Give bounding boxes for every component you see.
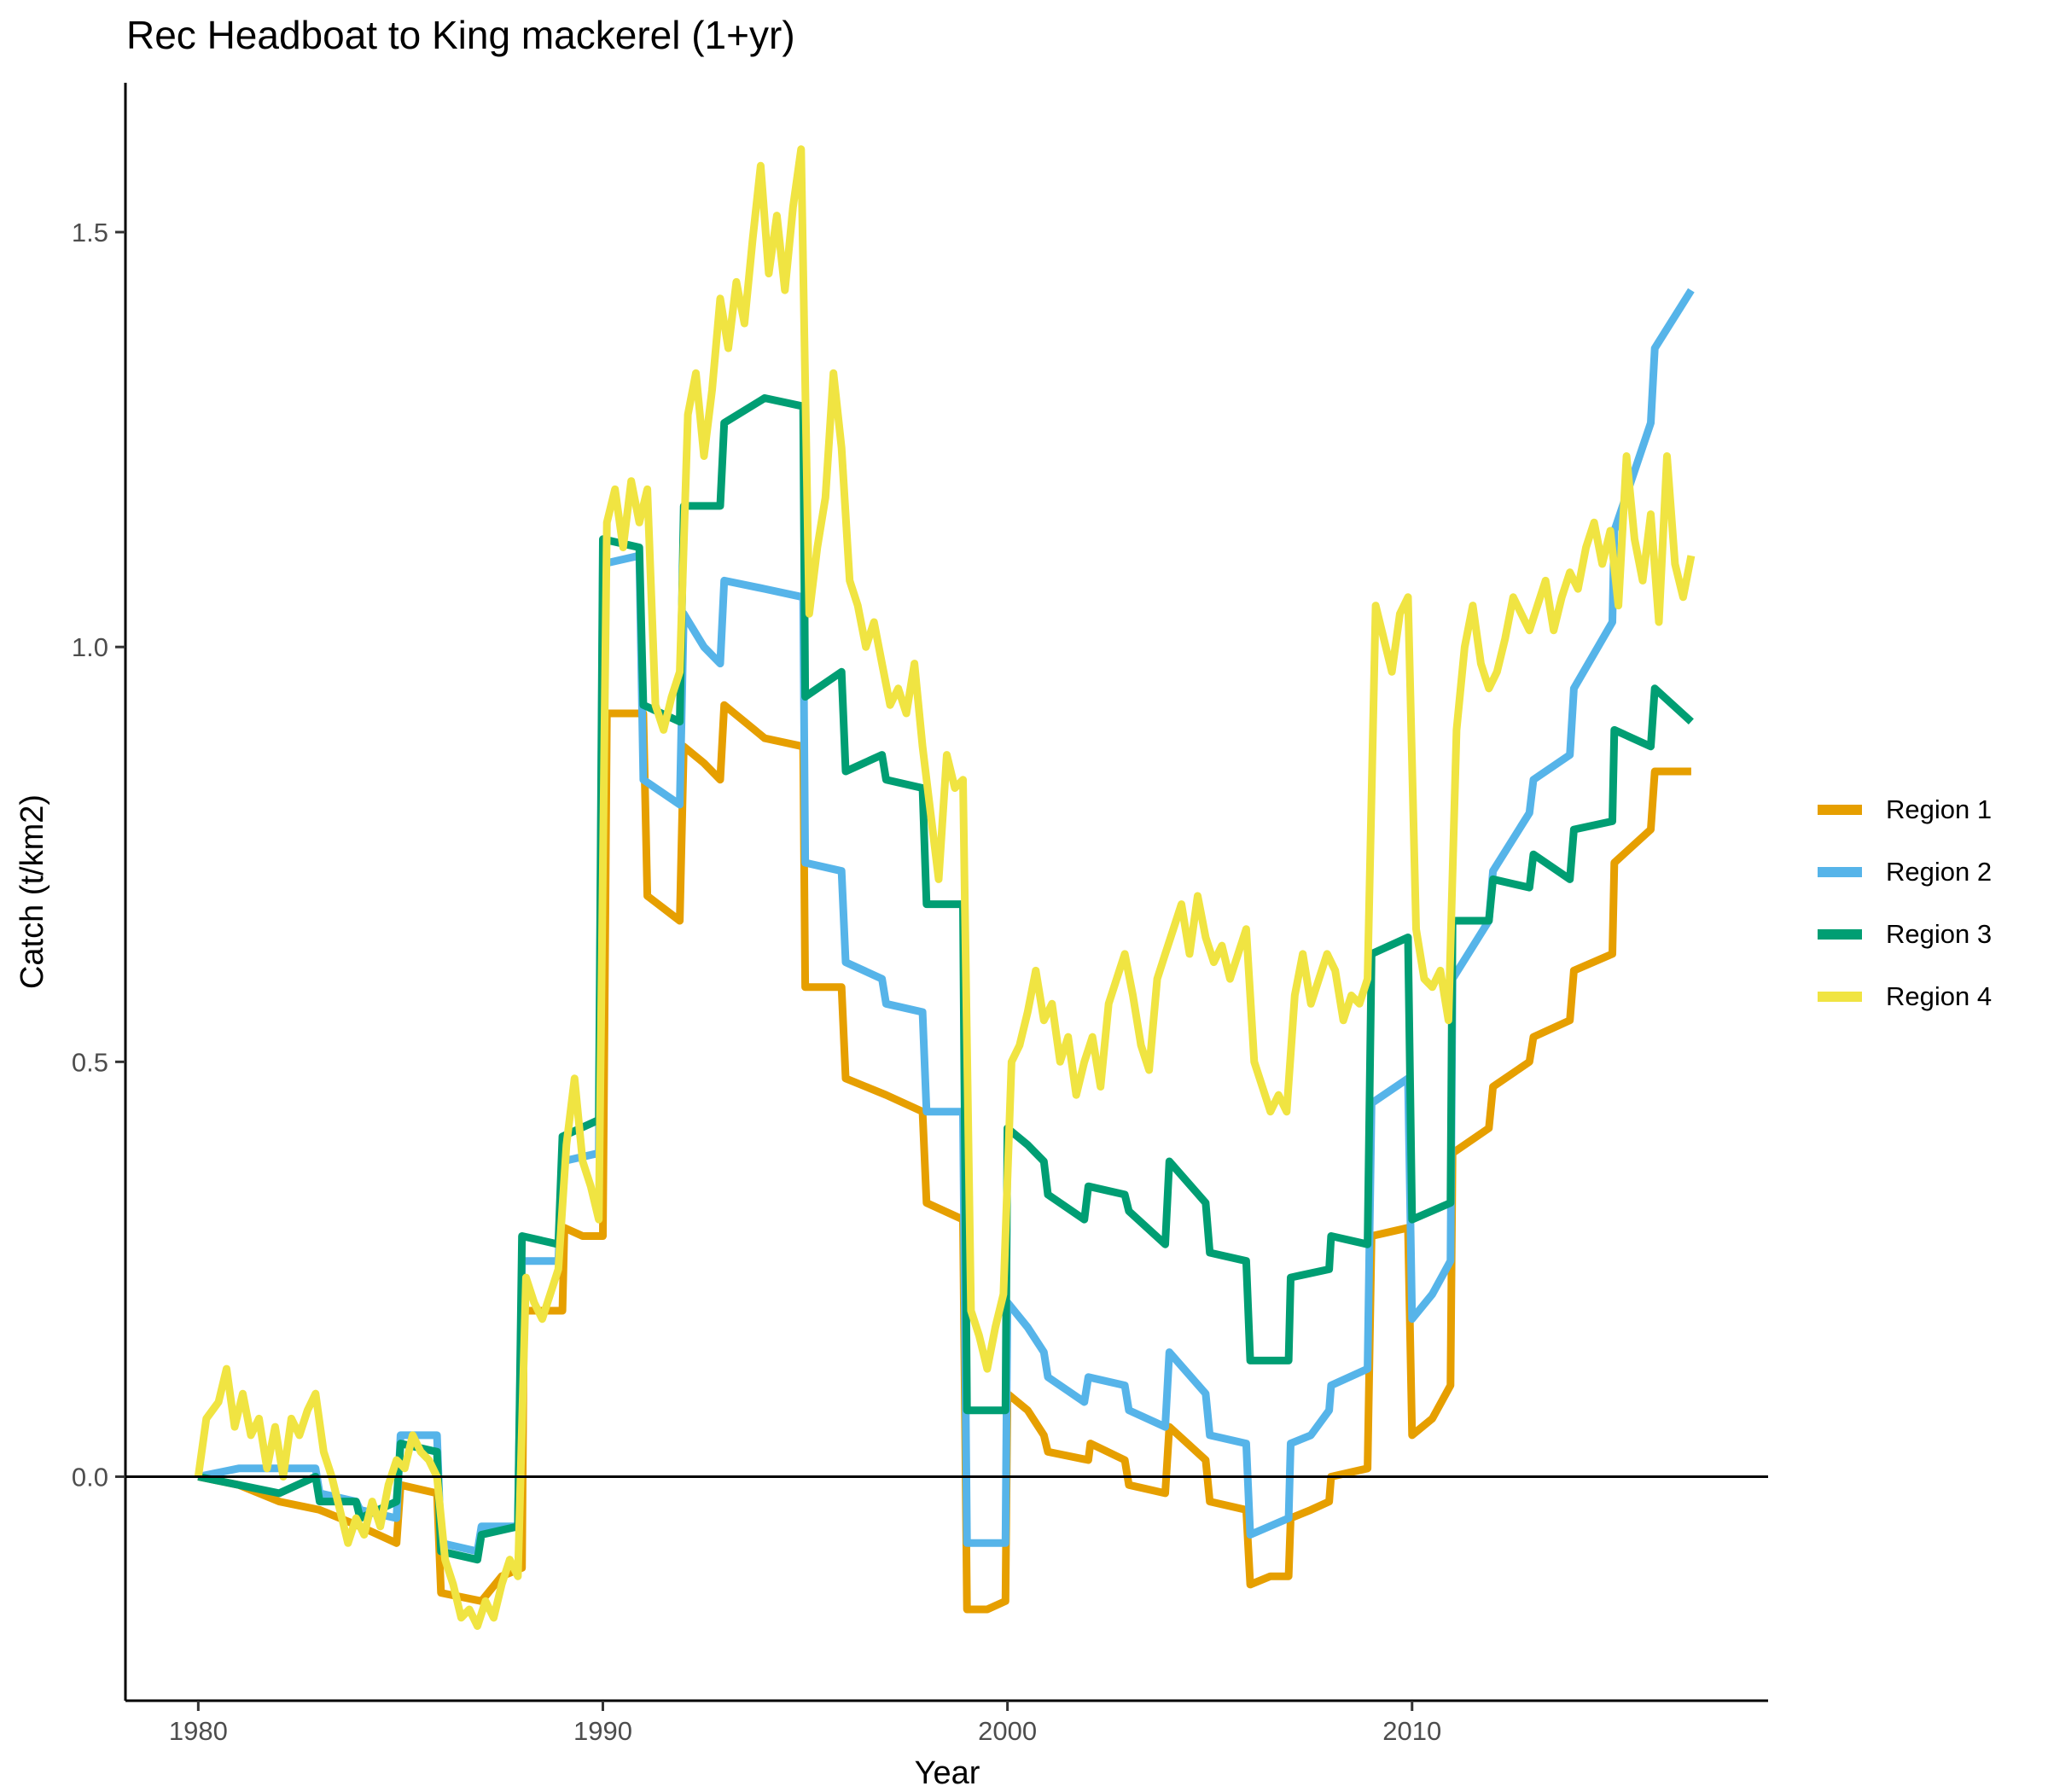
x-tick-label: 2010 bbox=[1382, 1716, 1441, 1746]
legend-label-region-3: Region 3 bbox=[1886, 918, 1993, 949]
chart-title: Rec Headboat to King mackerel (1+yr) bbox=[126, 13, 795, 57]
legend-swatch-region-1 bbox=[1818, 804, 1862, 815]
x-tick-label: 2000 bbox=[978, 1716, 1037, 1746]
series-line-region-3 bbox=[197, 394, 1694, 1564]
legend-label-region-2: Region 2 bbox=[1886, 856, 1993, 887]
series-line-region-4 bbox=[194, 145, 1696, 1630]
legend: Region 1 Region 2 Region 3 Region 4 bbox=[1818, 778, 1992, 1027]
y-axis-title: Catch (t/km2) bbox=[15, 794, 50, 989]
legend-swatch-region-4 bbox=[1818, 991, 1862, 1002]
legend-label-region-1: Region 1 bbox=[1886, 794, 1993, 824]
x-axis-ticks: 1980 1990 2000 2010 bbox=[169, 1701, 1441, 1746]
series-line-region-2 bbox=[197, 288, 1695, 1556]
y-tick-label: 1.0 bbox=[72, 632, 108, 662]
legend-item-region-4: Region 4 bbox=[1818, 965, 1992, 1027]
legend-swatch-region-3 bbox=[1818, 928, 1862, 940]
x-tick-label: 1990 bbox=[573, 1716, 632, 1746]
legend-item-region-3: Region 3 bbox=[1818, 903, 1992, 965]
y-axis-ticks: 0.0 0.5 1.0 1.5 bbox=[72, 218, 125, 1492]
y-tick-label: 1.5 bbox=[72, 218, 108, 247]
legend-label-region-4: Region 4 bbox=[1886, 980, 1993, 1011]
x-axis-title: Year bbox=[915, 1755, 980, 1791]
legend-item-region-1: Region 1 bbox=[1818, 778, 1992, 841]
x-tick-label: 1980 bbox=[169, 1716, 228, 1746]
legend-item-region-2: Region 2 bbox=[1818, 841, 1992, 903]
legend-swatch-region-2 bbox=[1818, 866, 1862, 877]
y-tick-label: 0.0 bbox=[72, 1462, 108, 1492]
y-tick-label: 0.5 bbox=[72, 1047, 108, 1077]
series-layer bbox=[194, 145, 1696, 1630]
